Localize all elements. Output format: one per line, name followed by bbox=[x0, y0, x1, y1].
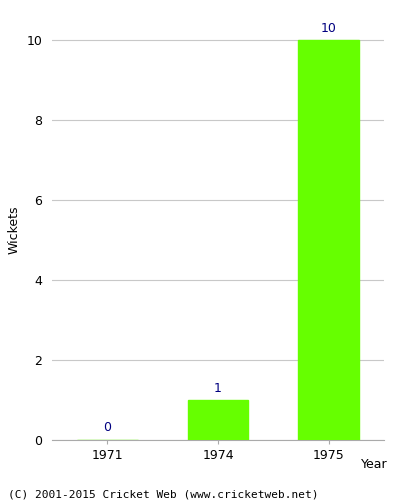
Y-axis label: Wickets: Wickets bbox=[8, 206, 21, 254]
Bar bbox=[298, 40, 359, 440]
Text: 1: 1 bbox=[214, 382, 222, 395]
Text: Year: Year bbox=[361, 458, 388, 470]
Text: 10: 10 bbox=[321, 22, 337, 35]
Text: 0: 0 bbox=[103, 421, 111, 434]
Text: (C) 2001-2015 Cricket Web (www.cricketweb.net): (C) 2001-2015 Cricket Web (www.cricketwe… bbox=[8, 490, 318, 500]
Bar bbox=[188, 400, 248, 440]
